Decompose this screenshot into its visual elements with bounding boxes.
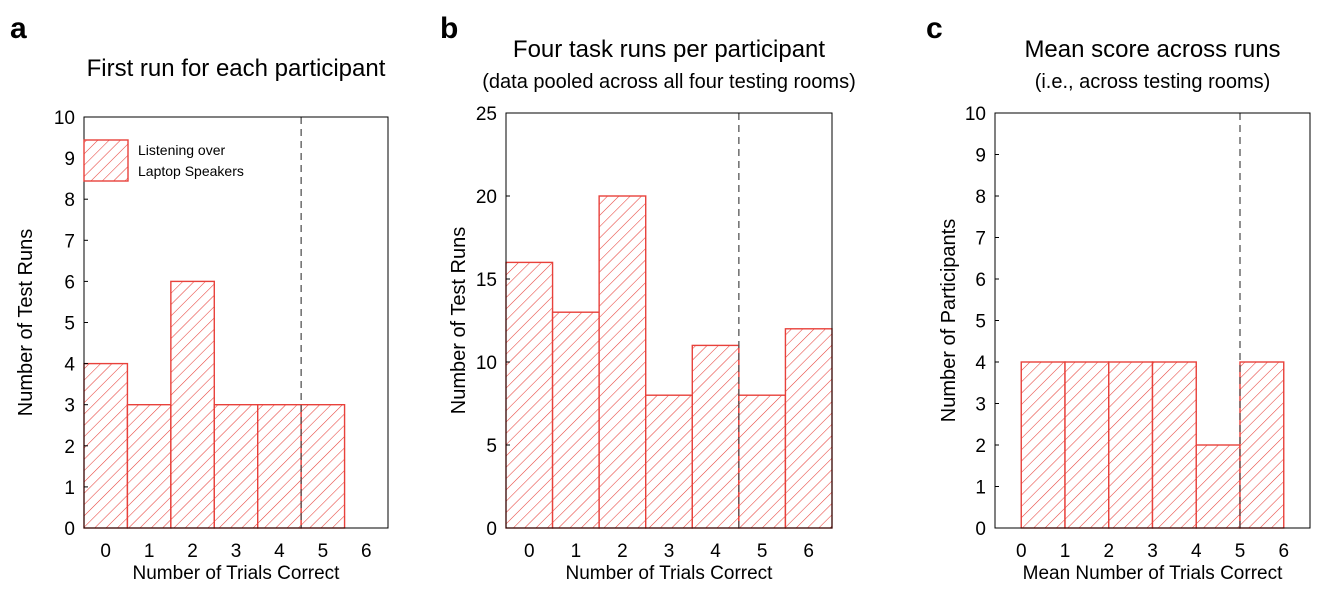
y-axis-label: Number of Test Runs <box>15 229 37 417</box>
legend-swatch <box>83 139 129 182</box>
chart-title: Four task runs per participant <box>513 36 825 63</box>
y-tick-label: 1 <box>64 478 75 499</box>
chart-title: Mean score across runs <box>1024 36 1280 63</box>
bar <box>1064 361 1110 529</box>
bar <box>300 404 346 529</box>
x-tick-label: 4 <box>1191 541 1202 562</box>
y-axis-label: Number of Test Runs <box>448 227 470 415</box>
x-tick-label: 4 <box>274 541 285 562</box>
bar <box>170 280 215 529</box>
y-tick-label: 8 <box>975 187 986 208</box>
y-tick-label: 9 <box>64 149 75 170</box>
y-tick-label: 0 <box>64 519 75 540</box>
x-tick-label: 3 <box>1147 541 1158 562</box>
x-tick-label: 0 <box>1016 541 1027 562</box>
bar <box>257 404 302 529</box>
x-tick-label: 5 <box>757 541 768 562</box>
x-tick-label: 2 <box>187 541 198 562</box>
y-tick-label: 2 <box>64 437 75 458</box>
x-tick-label: 2 <box>1103 541 1114 562</box>
bar <box>784 328 833 529</box>
bar <box>1195 444 1241 529</box>
x-tick-label: 1 <box>144 541 155 562</box>
y-tick-label: 5 <box>975 312 986 333</box>
x-tick-label: 5 <box>318 541 329 562</box>
y-tick-label: 15 <box>476 270 497 291</box>
x-axis-label: Mean Number of Trials Correct <box>1023 563 1283 584</box>
bar <box>738 394 787 529</box>
y-tick-label: 5 <box>486 436 497 457</box>
bar <box>83 362 129 529</box>
panel-label: c <box>926 12 943 45</box>
y-tick-label: 5 <box>64 314 75 335</box>
y-tick-label: 1 <box>975 478 986 499</box>
x-tick-label: 6 <box>361 541 372 562</box>
panel-a: a First run for each participant 0 1 2 3 4 5 6 7 8… <box>10 12 389 584</box>
y-tick-label: 4 <box>64 355 75 376</box>
x-tick-label: 5 <box>1235 541 1246 562</box>
legend-label: Laptop Speakers <box>138 163 244 179</box>
chart-subtitle: (i.e., across testing rooms) <box>1035 71 1271 93</box>
y-tick-label: 0 <box>486 519 497 540</box>
y-tick-label: 4 <box>975 353 986 374</box>
y-tick-label: 25 <box>476 104 497 125</box>
bar <box>691 344 740 529</box>
y-tick-label: 3 <box>975 395 986 416</box>
y-tick-label: 6 <box>64 272 75 293</box>
y-tick-label: 8 <box>64 190 75 211</box>
x-tick-label: 0 <box>524 541 535 562</box>
legend-label: Listening over <box>138 142 226 158</box>
bar <box>213 404 259 529</box>
x-tick-label: 4 <box>710 541 721 562</box>
bar <box>1020 361 1066 529</box>
bar <box>126 404 172 529</box>
bar <box>1151 361 1197 529</box>
panel-label: a <box>10 12 27 45</box>
y-tick-label: 9 <box>975 146 986 167</box>
panel-b: b Four task runs per participant (data poo… <box>440 12 856 584</box>
x-tick-label: 3 <box>231 541 242 562</box>
panel-label: b <box>440 12 458 45</box>
y-tick-label: 3 <box>64 396 75 417</box>
bar <box>645 394 693 529</box>
y-tick-label: 6 <box>975 270 986 291</box>
y-tick-label: 0 <box>975 519 986 540</box>
y-tick-label: 10 <box>476 353 497 374</box>
x-tick-label: 0 <box>100 541 111 562</box>
y-tick-label: 7 <box>64 231 75 252</box>
y-tick-label: 10 <box>965 104 986 125</box>
y-tick-label: 2 <box>975 436 986 457</box>
y-tick-label: 20 <box>476 187 497 208</box>
x-tick-label: 3 <box>664 541 675 562</box>
x-axis-label: Number of Trials Correct <box>566 563 774 584</box>
x-tick-label: 6 <box>803 541 814 562</box>
y-axis-label: Number of Participants <box>938 219 960 422</box>
chart-subtitle: (data pooled across all four testing roo… <box>482 71 856 93</box>
x-tick-label: 2 <box>617 541 628 562</box>
x-tick-label: 1 <box>571 541 582 562</box>
panel-c: c Mean score across runs (i.e., across tes… <box>926 12 1311 584</box>
plot-frame <box>505 112 833 529</box>
bar <box>598 195 647 529</box>
x-axis-label: Number of Trials Correct <box>133 563 341 584</box>
bar <box>505 261 554 529</box>
bar <box>551 311 600 529</box>
bar <box>1108 361 1154 529</box>
bar <box>1239 361 1285 529</box>
chart-title: First run for each participant <box>87 55 386 82</box>
y-tick-label: 7 <box>975 229 986 250</box>
y-tick-label: 10 <box>54 108 75 129</box>
x-tick-label: 6 <box>1278 541 1289 562</box>
x-tick-label: 1 <box>1060 541 1071 562</box>
